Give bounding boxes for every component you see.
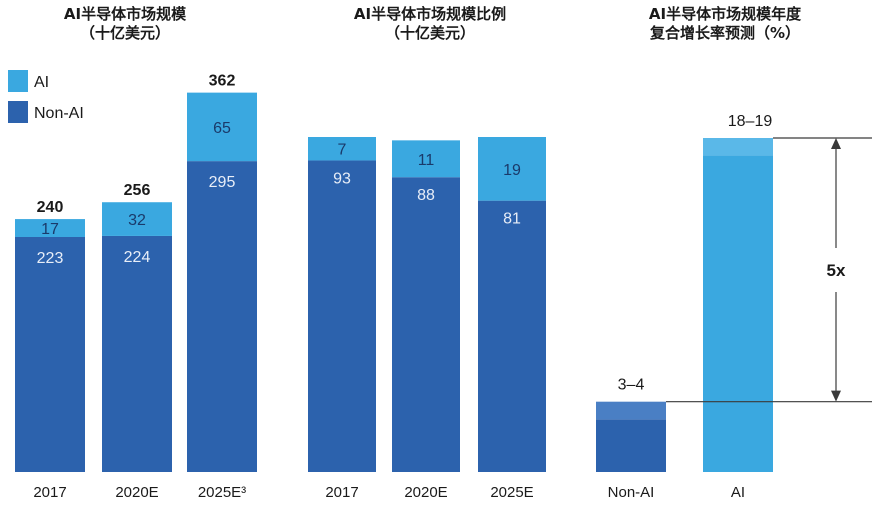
chart1-label-ai-0: 17 (41, 221, 59, 238)
chart3-bar-0 (596, 419, 666, 472)
chart1-title: AI半导体市场规模 （十亿美元） (20, 5, 230, 43)
chart3-xtick-0: Non-AI (608, 484, 655, 501)
chart3-bar-range-0 (596, 401, 666, 420)
chart1-label-ai-2: 65 (213, 120, 231, 137)
chart2-label-nonai-1: 88 (417, 187, 435, 204)
chart3-range-label-1: 18–19 (728, 113, 773, 130)
chart1-label-nonai-0: 223 (37, 250, 64, 267)
chart3-arrowhead-up (831, 138, 841, 149)
chart3-arrowhead-down (831, 390, 841, 402)
chart2-bar-nonai-2 (478, 200, 546, 472)
legend-swatch-ai (8, 70, 28, 92)
chart2-label-ai-0: 7 (338, 142, 347, 159)
chart1-bar-nonai-0 (15, 237, 85, 472)
chart1-total-0: 240 (37, 199, 64, 216)
chart3-annotation-5x: 5x (827, 261, 846, 280)
chart2-label-ai-1: 11 (418, 152, 435, 169)
chart1-xtick-2: 2025E³ (198, 484, 246, 501)
chart3-title-line2: 复合增长率预测（%） (649, 24, 801, 42)
chart2-title-line2: （十亿美元） (384, 24, 475, 42)
chart3-bar-range-1 (703, 138, 773, 156)
chart3-title: AI半导体市场规模年度 复合增长率预测（%） (590, 5, 860, 43)
chart3-xtick-1: AI (731, 484, 745, 501)
chart1-bar-nonai-1 (102, 235, 172, 472)
chart2-title: AI半导体市场规模比例 （十亿美元） (310, 5, 550, 43)
chart2-xtick-2: 2025E (490, 484, 533, 501)
chart2-xtick-1: 2020E (404, 484, 447, 501)
chart2-bar-nonai-1 (392, 177, 460, 472)
chart1-label-ai-1: 32 (128, 212, 146, 229)
chart2-bar-ai-0 (308, 137, 376, 161)
chart1-title-line2: （十亿美元） (79, 24, 170, 42)
chart2-bar-ai-2 (478, 137, 546, 201)
legend-label-ai: AI (34, 74, 49, 91)
chart2-bar-ai-1 (392, 140, 460, 178)
legend-label-nonai: Non-AI (34, 105, 84, 122)
chart1-xtick-1: 2020E (115, 484, 158, 501)
legend-swatch-nonai (8, 101, 28, 123)
chart2-label-nonai-2: 81 (503, 211, 521, 228)
chart1-xtick-0: 2017 (33, 484, 66, 501)
chart3-range-label-0: 3–4 (618, 377, 645, 394)
chart3-title-line1: AI半导体市场规模年度 (648, 5, 802, 23)
chart1-bar-ai-2 (187, 92, 257, 162)
chart1-bar-ai-1 (102, 202, 172, 236)
chart1-label-nonai-1: 224 (124, 249, 151, 266)
chart1-total-2: 362 (209, 73, 236, 90)
chart1-title-line1: AI半导体市场规模 (63, 5, 187, 23)
chart3-bar-1 (703, 155, 773, 472)
chart1-bar-nonai-2 (187, 161, 257, 473)
chart2-label-nonai-0: 93 (333, 170, 351, 187)
chart2-bar-nonai-0 (308, 160, 376, 472)
chart1-label-nonai-2: 295 (209, 174, 236, 191)
chart1-bar-ai-0 (15, 219, 85, 237)
chart2-label-ai-2: 19 (503, 162, 521, 179)
chart2-title-line1: AI半导体市场规模比例 (353, 5, 507, 23)
chart2-xtick-0: 2017 (325, 484, 358, 501)
chart1-total-1: 256 (124, 182, 151, 199)
